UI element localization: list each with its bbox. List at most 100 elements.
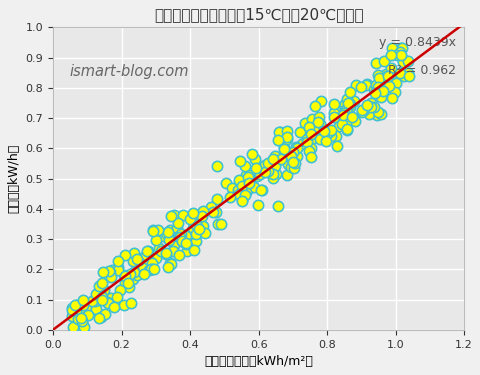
Point [315, 114, 323, 120]
Point [391, 89, 399, 95]
Point [311, 104, 318, 110]
Point [283, 172, 291, 178]
Point [92, 298, 99, 304]
Point [316, 136, 324, 142]
Point [292, 144, 300, 150]
Point [72, 302, 79, 308]
Point [240, 186, 248, 192]
Point [405, 70, 412, 76]
Point [271, 153, 279, 159]
Point [325, 129, 333, 135]
Point [125, 284, 132, 290]
Point [213, 196, 220, 202]
Point [114, 258, 122, 264]
Point [167, 213, 175, 219]
Point [244, 180, 252, 186]
Point [377, 111, 385, 117]
Point [166, 227, 174, 233]
Point [121, 273, 129, 279]
Point [358, 107, 366, 113]
Point [269, 176, 277, 181]
Point [234, 187, 241, 193]
Point [305, 148, 313, 154]
Point [292, 159, 300, 165]
Point [96, 288, 104, 294]
Point [254, 202, 262, 208]
Point [316, 122, 324, 128]
Point [344, 99, 351, 105]
Point [69, 305, 76, 311]
Point [320, 128, 328, 134]
Point [261, 162, 269, 168]
Point [177, 231, 185, 237]
Point [192, 227, 200, 233]
Point [98, 297, 106, 303]
Point [388, 94, 396, 100]
Point [363, 81, 371, 87]
Point [244, 174, 252, 180]
Point [253, 173, 261, 179]
Point [241, 163, 249, 169]
Point [110, 304, 118, 310]
Point [398, 55, 406, 61]
Point [77, 305, 84, 311]
Point [342, 118, 349, 124]
Point [238, 198, 246, 204]
Point [294, 146, 301, 152]
Point [190, 210, 197, 216]
Point [99, 269, 107, 275]
Point [393, 52, 401, 58]
Text: R² = 0.962: R² = 0.962 [388, 64, 456, 76]
Point [192, 231, 200, 237]
Point [166, 237, 173, 243]
Point [307, 153, 315, 159]
Point [256, 171, 264, 177]
Point [207, 204, 215, 210]
Point [228, 185, 236, 191]
Point [68, 308, 76, 314]
Point [382, 70, 390, 76]
Point [135, 257, 143, 263]
Point [104, 300, 112, 306]
Point [155, 227, 162, 233]
Point [389, 70, 397, 76]
Point [235, 191, 243, 197]
Point [334, 142, 341, 148]
Point [363, 102, 371, 108]
Point [189, 232, 196, 238]
Point [307, 131, 314, 137]
Point [70, 324, 77, 330]
Point [371, 90, 379, 96]
Point [380, 58, 387, 64]
Point [144, 248, 152, 254]
Point [68, 313, 76, 319]
Point [399, 59, 407, 65]
Point [173, 234, 181, 240]
Point [192, 238, 200, 244]
Point [75, 308, 83, 314]
Point [303, 139, 311, 145]
Point [190, 247, 197, 253]
Point [148, 266, 156, 272]
Point [121, 280, 129, 286]
Point [271, 164, 279, 170]
Point [244, 186, 252, 192]
Point [195, 226, 203, 232]
Point [95, 283, 103, 289]
Point [272, 171, 280, 177]
Point [400, 73, 408, 79]
Point [339, 111, 347, 117]
Point [130, 269, 138, 275]
Point [92, 306, 99, 312]
Point [310, 127, 318, 133]
Point [269, 171, 276, 177]
Point [167, 260, 174, 266]
Point [316, 123, 324, 129]
Point [378, 76, 385, 82]
Point [289, 165, 297, 171]
Point [114, 264, 122, 270]
Point [283, 128, 290, 134]
Point [174, 220, 181, 226]
Point [239, 183, 246, 189]
Point [283, 136, 291, 142]
